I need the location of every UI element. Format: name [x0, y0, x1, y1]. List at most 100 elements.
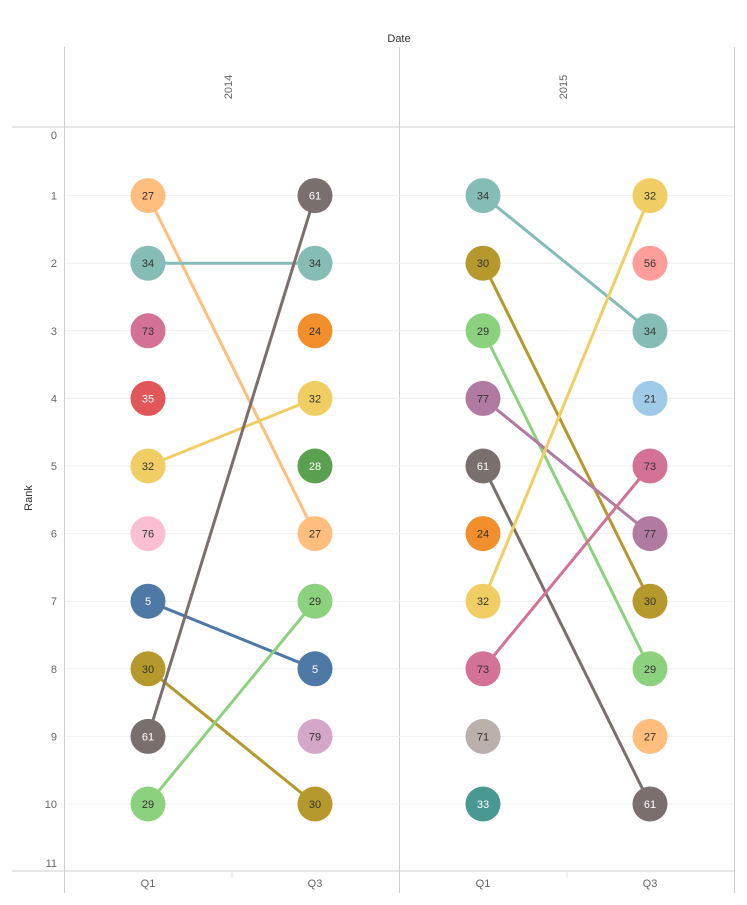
rank-point-label: 24 [477, 529, 489, 541]
rank-line-2014 [146, 599, 317, 806]
rank-point-label: 73 [477, 664, 489, 676]
rank-point [130, 651, 166, 687]
rank-point-label: 34 [309, 258, 321, 270]
rank-point [632, 245, 668, 281]
rank-point-label: 5 [312, 664, 318, 676]
y-tick-label: 4 [51, 393, 57, 405]
rank-point-label: 61 [309, 191, 321, 203]
rank-line-2015 [481, 464, 652, 806]
rank-point-label: 27 [644, 731, 656, 743]
rank-point-label: 35 [142, 393, 154, 405]
rank-point [297, 583, 333, 619]
y-tick-label: 0 [51, 130, 57, 142]
rank-point-label: 73 [644, 461, 656, 473]
rank-point-label: 27 [142, 191, 154, 203]
rank-point-label: 34 [477, 191, 489, 203]
year-label-2015: 2015 [558, 75, 570, 99]
rank-line-2014 [146, 667, 317, 806]
rank-point-label: 28 [309, 461, 321, 473]
x-tick-label-2015-q3: Q3 [643, 878, 658, 890]
rank-point-label: 77 [477, 393, 489, 405]
rank-point [465, 313, 501, 349]
rank-point-label: 32 [477, 596, 489, 608]
rank-point-label: 71 [477, 731, 489, 743]
rank-line-2014 [146, 396, 317, 468]
rank-point-label: 5 [145, 596, 151, 608]
rank-point-label: 24 [309, 326, 321, 338]
rank-point-label: 34 [644, 326, 656, 338]
rank-line-2015 [481, 396, 652, 536]
y-tick-label: 9 [51, 731, 57, 743]
rank-point [130, 380, 166, 416]
rank-point [130, 313, 166, 349]
rank-point-label: 29 [477, 326, 489, 338]
rank-line-2014 [146, 194, 317, 536]
x-tick-label-2015-q1: Q1 [476, 878, 491, 890]
rank-points: 27 34 73 35 32 76 5 30 61 29 61 34 24 32 28 27 29 5 79 30 34… [130, 178, 668, 822]
rank-point [632, 448, 668, 484]
rank-point-label: 61 [644, 799, 656, 811]
rank-point [297, 313, 333, 349]
rank-point [465, 718, 501, 754]
rank-point [632, 583, 668, 619]
y-tick-label: 11 [46, 858, 57, 870]
rank-point [130, 245, 166, 281]
rank-line-2015 [481, 329, 652, 671]
chart-title: Date [387, 33, 410, 45]
rank-point-label: 29 [309, 596, 321, 608]
rank-point [632, 313, 668, 349]
rank-point [130, 178, 166, 214]
rank-point [632, 178, 668, 214]
rank-point [632, 651, 668, 687]
rank-point [465, 380, 501, 416]
x-tick-label-2014-q1: Q1 [141, 878, 156, 890]
rank-point-label: 30 [309, 799, 321, 811]
y-tick-label: 7 [51, 596, 57, 608]
year-headers: 2014 2015 [223, 75, 570, 99]
rank-point [297, 516, 333, 552]
rank-point [465, 516, 501, 552]
rank-line-2015 [481, 464, 652, 671]
rank-point [465, 178, 501, 214]
y-tick-label: 8 [51, 664, 57, 676]
rank-point-label: 77 [644, 529, 656, 541]
y-tick-label: 3 [51, 326, 57, 338]
rank-line-2015 [481, 194, 652, 333]
rank-point-label: 21 [644, 393, 656, 405]
y-tick-label: 1 [51, 191, 57, 203]
rank-point [297, 651, 333, 687]
y-axis-ticks: 0 1 2 3 4 5 6 7 8 9 10 11 [45, 130, 57, 870]
rank-point-label: 73 [142, 326, 154, 338]
rank-point-label: 29 [644, 664, 656, 676]
rank-line-2014 [146, 194, 317, 738]
rank-point-label: 34 [142, 258, 154, 270]
y-tick-label: 5 [51, 461, 57, 473]
year-label-2014: 2014 [223, 75, 235, 99]
rank-point-label: 30 [142, 664, 154, 676]
rank-point [632, 516, 668, 552]
rank-point-label: 27 [309, 529, 321, 541]
rank-point-label: 32 [142, 461, 154, 473]
y-tick-label: 10 [45, 799, 57, 811]
rank-point-label: 79 [309, 731, 321, 743]
rank-point [632, 718, 668, 754]
rank-point [632, 380, 668, 416]
rank-point-label: 32 [309, 393, 321, 405]
rank-point-label: 29 [142, 799, 154, 811]
rank-point [465, 245, 501, 281]
rank-point-label: 30 [477, 258, 489, 270]
gridlines [65, 195, 734, 805]
rank-point [297, 786, 333, 822]
rank-point [465, 786, 501, 822]
rank-point [297, 448, 333, 484]
x-axis-ticks: Q1 Q3 Q1 Q3 [141, 871, 658, 890]
rank-point [130, 718, 166, 754]
chart-frame [12, 47, 735, 893]
rank-point [297, 718, 333, 754]
rank-line-2015 [481, 261, 652, 603]
rank-lines [146, 194, 652, 806]
rank-point-label: 76 [142, 529, 154, 541]
y-tick-label: 2 [51, 258, 57, 270]
rank-point-label: 61 [142, 731, 154, 743]
